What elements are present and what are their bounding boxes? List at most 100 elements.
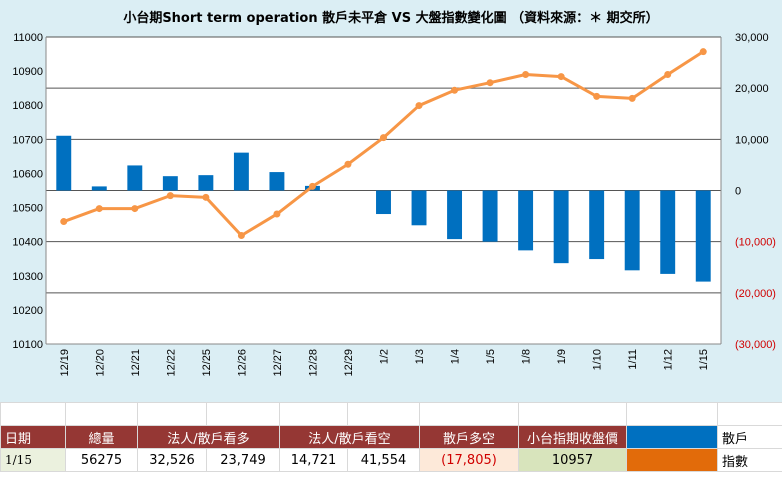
bar: [624, 190, 640, 271]
line-series: [60, 48, 707, 240]
index-point: [60, 218, 68, 226]
chart-title: 小台期Short term operation 散戶未平倉 VS 大盤指數變化圖…: [123, 10, 658, 26]
x-tick-label: 12/27: [272, 349, 284, 377]
bar: [411, 190, 427, 226]
index-point: [95, 205, 103, 213]
left-axis: 10100 10200 10300 10400 10500 10600 10700 10800…: [12, 32, 43, 351]
right-tick-label: (10,000): [735, 237, 776, 249]
bar: [269, 172, 285, 191]
index-point: [237, 232, 245, 240]
bar: [376, 190, 391, 215]
x-tick-label: 1/2: [379, 349, 391, 364]
left-tick-label: 10900: [12, 66, 43, 78]
index-point: [344, 160, 352, 168]
bar: [162, 176, 178, 191]
right-tick-label: (30,000): [735, 339, 776, 351]
left-tick-label: 10200: [12, 305, 43, 317]
left-tick-label: 10600: [12, 168, 43, 180]
cell-total: 56275: [65, 448, 138, 472]
x-tick-label: 12/28: [307, 349, 319, 377]
x-tick-label: 1/8: [521, 349, 533, 364]
index-point: [131, 205, 139, 213]
index-point: [202, 193, 210, 201]
combo-chart: 小台期Short term operation 散戶未平倉 VS 大盤指數變化圖…: [0, 0, 782, 402]
x-tick-label: 1/10: [592, 349, 604, 370]
gridlines: [45, 36, 722, 345]
x-tick-label: 1/3: [414, 349, 426, 364]
x-axis: 12/19 12/20 12/21 12/22 12/25 12/26 12/27 12/28…: [59, 349, 710, 377]
header-net: 散戶多空: [419, 425, 519, 449]
cell-date: 1/15: [0, 448, 66, 472]
index-point: [593, 92, 601, 100]
bar: [56, 135, 72, 191]
bar: [553, 190, 569, 264]
left-tick-label: 10700: [12, 134, 43, 146]
bar: [660, 190, 676, 274]
table-header-row: 日期 總量 法人/散戶看多 法人/散戶看空 散戶多空 小台指期收盤價 散戶: [0, 425, 782, 449]
right-tick-label: 10,000: [735, 134, 769, 146]
index-point: [380, 134, 387, 142]
index-point: [699, 48, 707, 56]
x-tick-label: 1/4: [450, 349, 462, 364]
index-point: [451, 86, 459, 94]
x-tick-label: 12/26: [236, 349, 248, 377]
index-point: [628, 94, 636, 102]
cell-net: (17,805): [419, 448, 519, 472]
bar: [447, 190, 463, 240]
bar: [695, 190, 711, 282]
cell-short-inst: 14,721: [279, 448, 348, 472]
x-tick-label: 1/12: [663, 349, 675, 370]
legend-swatch-index: [626, 448, 718, 472]
left-tick-label: 10100: [12, 339, 43, 351]
x-tick-label: 12/22: [165, 349, 177, 377]
header-long: 法人/散戶看多: [137, 425, 280, 449]
cell-long-retail: 23,749: [206, 448, 280, 472]
x-tick-label: 12/19: [59, 349, 71, 377]
right-tick-label: 20,000: [735, 83, 769, 95]
header-total: 總量: [65, 425, 138, 449]
index-point: [557, 73, 565, 81]
bar: [518, 190, 534, 251]
left-tick-label: 10800: [12, 100, 43, 112]
x-tick-label: 12/29: [343, 349, 355, 377]
header-date: 日期: [0, 425, 66, 449]
index-point: [522, 71, 530, 79]
x-tick-label: 12/25: [201, 349, 213, 377]
right-tick-label: 0: [735, 186, 741, 198]
legend-label-index: 指數: [717, 448, 782, 472]
x-tick-label: 1/5: [485, 349, 497, 364]
legend-swatch-retail: [626, 425, 718, 449]
cell-long-inst: 32,526: [137, 448, 207, 472]
right-tick-label: 30,000: [735, 32, 769, 44]
left-tick-label: 11000: [13, 32, 43, 44]
index-point: [415, 102, 423, 110]
table-row: 1/15 56275 32,526 23,749 14,721 41,554 (…: [0, 448, 782, 472]
index-point: [308, 182, 316, 190]
data-table: 日期 總量 法人/散戶看多 法人/散戶看空 散戶多空 小台指期收盤價 散戶 1/…: [0, 402, 782, 477]
index-point: [273, 210, 281, 218]
bar: [233, 152, 249, 191]
left-tick-label: 10500: [12, 203, 43, 215]
header-close: 小台指期收盤價: [518, 425, 627, 449]
left-tick-label: 10300: [12, 271, 43, 283]
x-tick-label: 1/15: [698, 349, 710, 370]
x-tick-label: 12/20: [94, 349, 106, 377]
left-tick-label: 10400: [12, 237, 43, 249]
index-point: [486, 79, 494, 87]
bar: [589, 190, 605, 260]
x-tick-label: 12/21: [130, 349, 142, 377]
index-point: [166, 192, 174, 200]
header-short: 法人/散戶看空: [279, 425, 420, 449]
right-tick-label: (20,000): [735, 288, 776, 300]
x-tick-label: 1/11: [627, 349, 639, 370]
bar: [127, 165, 143, 191]
cell-close: 10957: [518, 448, 627, 472]
bar-series: [56, 135, 711, 282]
bar: [482, 190, 498, 242]
index-point: [664, 71, 672, 79]
bar: [198, 175, 214, 191]
right-axis: (30,000) (20,000) (10,000) 0 10,000 20,000 30,…: [735, 32, 776, 351]
cell-short-retail: 41,554: [347, 448, 420, 472]
table-spacer-row: [0, 402, 782, 426]
